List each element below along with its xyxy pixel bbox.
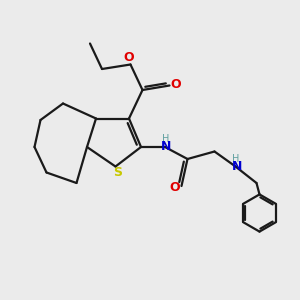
Text: O: O bbox=[169, 181, 180, 194]
Text: N: N bbox=[161, 140, 172, 154]
Text: H: H bbox=[232, 154, 240, 164]
Text: O: O bbox=[124, 51, 134, 64]
Text: H: H bbox=[162, 134, 169, 145]
Text: N: N bbox=[232, 160, 242, 173]
Text: O: O bbox=[171, 78, 182, 92]
Text: S: S bbox=[113, 166, 122, 179]
